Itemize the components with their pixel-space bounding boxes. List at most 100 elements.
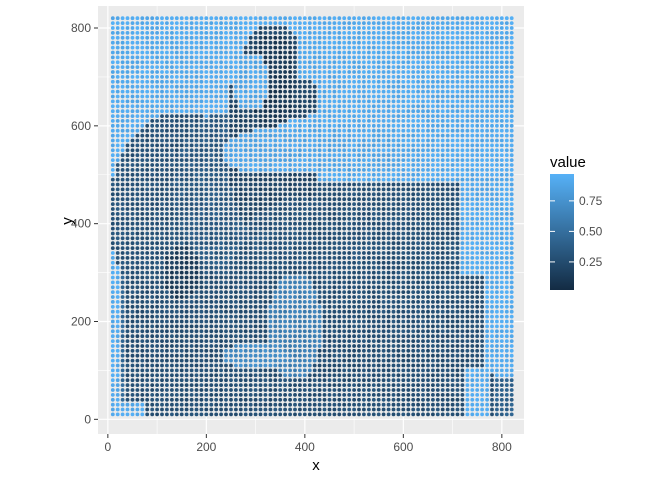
data-point [160, 192, 164, 197]
data-point [362, 260, 366, 265]
data-point [391, 55, 396, 60]
data-point [155, 353, 160, 358]
data-point [317, 319, 322, 324]
data-point [327, 70, 332, 74]
data-point [179, 104, 184, 109]
data-point [115, 104, 120, 109]
data-point [189, 55, 194, 60]
data-point [386, 353, 391, 358]
data-point [367, 187, 371, 192]
data-point [165, 300, 169, 304]
data-point [371, 221, 376, 226]
data-point [165, 177, 169, 182]
data-point [234, 128, 238, 133]
data-point [184, 128, 189, 133]
data-point [367, 324, 371, 329]
data-point [115, 324, 120, 329]
data-point [357, 94, 361, 99]
data-point [130, 163, 135, 167]
data-point [386, 270, 391, 275]
data-point [234, 50, 238, 55]
data-point [332, 383, 337, 387]
data-point [170, 182, 174, 187]
data-point [224, 334, 228, 339]
data-point [386, 393, 391, 397]
data-point [293, 172, 297, 177]
data-point [204, 304, 209, 309]
data-point [194, 104, 199, 109]
data-point [396, 16, 401, 21]
data-point [386, 388, 391, 392]
data-point [229, 295, 233, 299]
data-point [209, 202, 214, 207]
data-point [160, 270, 164, 275]
data-point [263, 295, 268, 299]
data-point [248, 114, 253, 118]
data-point [327, 94, 332, 99]
data-point [234, 324, 238, 329]
data-point [130, 344, 135, 348]
data-point [199, 187, 204, 192]
data-point [135, 221, 140, 226]
data-point [179, 31, 184, 35]
data-point [130, 304, 135, 309]
data-point [224, 256, 228, 260]
data-point [298, 280, 302, 285]
data-point [352, 295, 356, 299]
data-point [253, 55, 258, 60]
data-point [352, 246, 356, 251]
data-point [150, 148, 155, 153]
data-point [268, 270, 273, 275]
data-point [204, 75, 209, 79]
data-point [214, 393, 219, 397]
data-point [224, 295, 228, 299]
data-point [243, 221, 248, 226]
data-point [145, 40, 150, 45]
data-point [179, 114, 184, 118]
data-point [268, 251, 273, 255]
data-point [199, 339, 204, 343]
data-point [317, 182, 322, 187]
data-point [214, 197, 219, 202]
data-point [204, 295, 209, 299]
data-point [352, 212, 356, 216]
data-point [209, 251, 214, 255]
data-point [170, 363, 174, 368]
data-point [342, 197, 347, 202]
data-point [307, 397, 312, 402]
data-point [391, 221, 396, 226]
data-point [174, 363, 179, 368]
data-point [219, 353, 224, 358]
data-point [253, 216, 258, 221]
data-point [273, 314, 278, 319]
data-point [229, 138, 233, 143]
data-point [125, 300, 130, 304]
data-point [174, 168, 179, 172]
data-point [376, 197, 381, 202]
data-point [307, 363, 312, 368]
data-point [396, 192, 401, 197]
data-point [229, 123, 233, 128]
data-point [120, 329, 125, 334]
data-point [125, 393, 130, 397]
data-point [401, 393, 406, 397]
data-point [125, 285, 130, 290]
data-point [224, 104, 228, 109]
data-point [376, 75, 381, 79]
data-point [224, 265, 228, 270]
data-point [140, 148, 145, 153]
data-point [214, 290, 219, 294]
data-point [243, 75, 248, 79]
data-point [332, 207, 337, 211]
data-point [401, 84, 406, 89]
data-point [273, 344, 278, 348]
data-point [317, 339, 322, 343]
data-point [165, 339, 169, 343]
data-point [165, 84, 169, 89]
data-point [278, 256, 283, 260]
data-point [229, 275, 233, 280]
data-point [317, 236, 322, 241]
data-point [120, 314, 125, 319]
data-point [307, 123, 312, 128]
data-point [248, 373, 253, 378]
